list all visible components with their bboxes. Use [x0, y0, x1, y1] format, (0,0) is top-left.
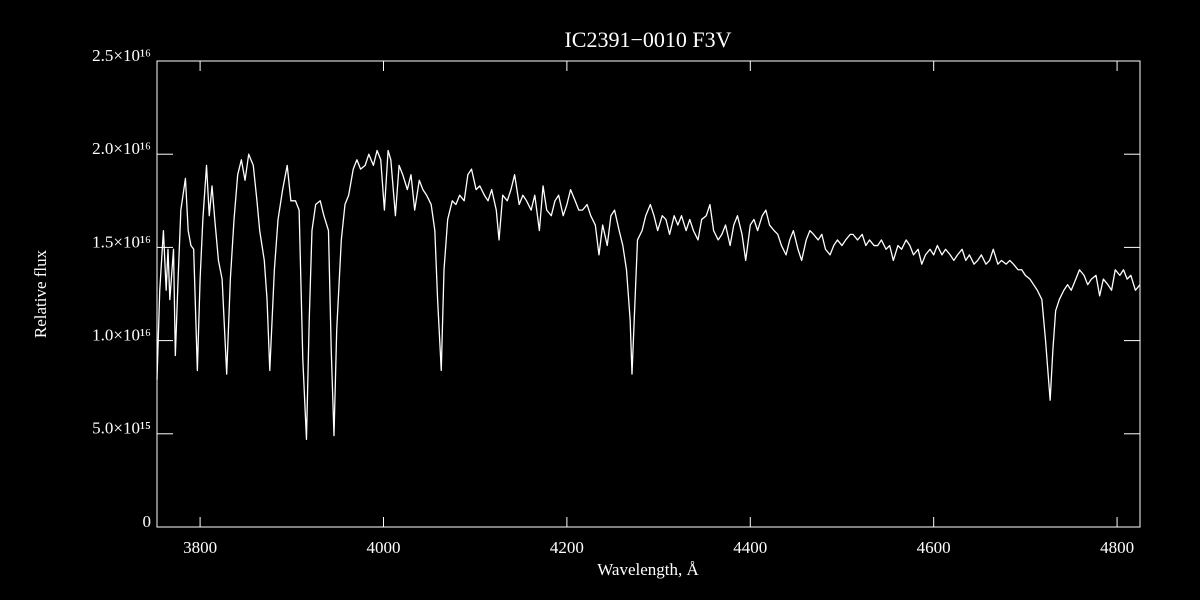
plot-frame	[156, 60, 1141, 528]
spectrum-line	[156, 149, 1141, 441]
x-tick-label: 4800	[1100, 538, 1134, 557]
x-tick-label: 4600	[917, 538, 951, 557]
x-tick-label: 3800	[183, 538, 217, 557]
x-axis-label: Wavelength, Å	[597, 560, 699, 579]
y-tick-label: 5.0×10¹⁵	[92, 419, 151, 438]
y-tick-label: 2.0×10¹⁶	[92, 139, 151, 158]
x-tick-label: 4200	[550, 538, 584, 557]
x-tick-label: 4000	[366, 538, 400, 557]
y-tick-label: 1.5×10¹⁶	[92, 232, 151, 251]
y-tick-label: 1.0×10¹⁶	[92, 326, 151, 345]
x-tick-label: 4400	[733, 538, 767, 557]
y-tick-label: 2.5×10¹⁶	[92, 46, 151, 65]
y-tick-label: 0	[143, 512, 152, 531]
y-axis-label: Relative flux	[31, 249, 50, 338]
chart-title: IC2391−0010 F3V	[564, 27, 731, 52]
